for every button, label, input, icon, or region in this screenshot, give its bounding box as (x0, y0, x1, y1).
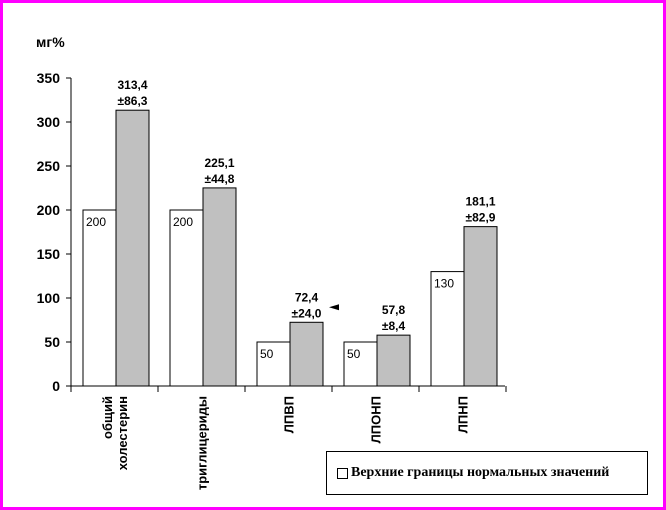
bar-normal (256, 341, 291, 387)
bar-patient-sd-label: ±8,4 (382, 319, 406, 333)
y-tick-label: 300 (37, 114, 61, 130)
y-tick-label: 150 (37, 246, 61, 262)
y-tick-label: 100 (37, 290, 61, 306)
bar-patient-value-label: 313,4 (117, 78, 147, 92)
legend-swatch (337, 467, 348, 479)
bar-patient-sd-label: ±86,3 (118, 94, 148, 108)
category-label: триглицериды (195, 396, 210, 490)
category-label: общий (100, 396, 115, 439)
bar-patient (202, 187, 237, 387)
bar-patient-value-label: 72,4 (295, 290, 319, 304)
bar-patient-sd-label: ±44,8 (205, 172, 235, 186)
bar-patient (289, 321, 324, 387)
y-tick-label: 250 (37, 158, 61, 174)
y-tick-label: 200 (37, 202, 61, 218)
bar-patient-value-label: 57,8 (382, 303, 406, 317)
bar-patient-sd-label: ±82,9 (466, 211, 496, 225)
marker-icon (329, 304, 339, 311)
bar-normal-label: 130 (434, 277, 454, 291)
bar-patient (463, 226, 498, 387)
category-label: ЛПВП (282, 396, 297, 433)
category-label: ЛПНП (456, 396, 471, 433)
bar-patient (376, 334, 411, 387)
bar-patient-sd-label: ±24,0 (292, 306, 322, 320)
y-tick-label: 0 (52, 378, 60, 394)
category-label: ЛПОНП (369, 396, 384, 443)
bar-normal-label: 50 (260, 347, 274, 361)
bar-patient-value-label: 181,1 (465, 195, 495, 209)
category-label: холестерин (115, 396, 130, 470)
legend-label: Верхние границы нормальных значений (351, 465, 610, 480)
y-tick-label: 350 (37, 70, 61, 86)
y-tick-label: 50 (44, 334, 60, 350)
bar-normal (82, 209, 117, 387)
legend: Верхние границы нормальных значений (326, 451, 648, 495)
bar-normal (343, 341, 378, 387)
bar-patient (115, 109, 150, 387)
bar-normal-label: 200 (173, 215, 193, 229)
bar-patient-value-label: 225,1 (204, 156, 234, 170)
bar-normal-label: 50 (347, 347, 361, 361)
y-axis-title: мг% (36, 34, 65, 50)
bar-normal (169, 209, 204, 387)
bar-normal-label: 200 (86, 215, 106, 229)
